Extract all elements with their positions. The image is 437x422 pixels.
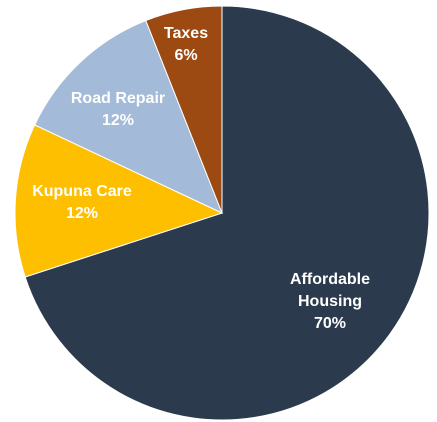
category-label: Road Repair (70, 90, 166, 107)
value-label: 12% (65, 205, 99, 222)
value-label: 12% (101, 112, 135, 129)
slice-label: Road Repair 12% (53, 88, 183, 132)
slice (34, 19, 223, 214)
slice (14, 124, 224, 278)
slice (145, 5, 223, 214)
value-label: 70% (313, 315, 347, 332)
category-label: Taxes (163, 25, 209, 42)
slice (24, 5, 430, 421)
slice-label: Kupuna Care 12% (17, 181, 147, 225)
category-label: Kupuna Care (32, 183, 132, 200)
value-label: 6% (174, 47, 198, 64)
slice-label: Taxes 6% (146, 23, 226, 67)
slice-label: Affordable Housing 70% (275, 269, 385, 335)
category-label: Affordable Housing (290, 271, 370, 310)
